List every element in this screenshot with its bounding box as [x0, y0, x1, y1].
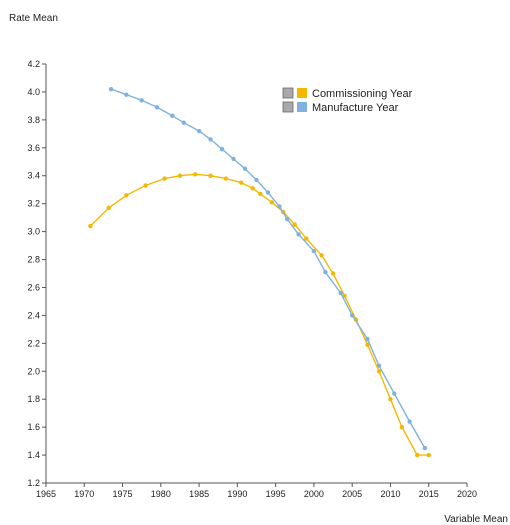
data-point-manufacture-year [349, 313, 355, 318]
data-point-manufacture-year [170, 113, 175, 118]
data-point-manufacture-year [284, 216, 290, 222]
data-point-manufacture-year [338, 290, 343, 296]
data-point-commissioning-year [376, 369, 382, 374]
x-tick-label: 2010 [380, 489, 400, 499]
series-manufacture-year [108, 86, 428, 451]
data-point-commissioning-year [399, 424, 405, 430]
data-point-commissioning-year [415, 452, 420, 458]
data-point-manufacture-year [323, 269, 328, 275]
series-line-commissioning-year [89, 173, 429, 456]
y-tick-label: 4.0 [27, 87, 40, 97]
y-tick-label: 2.6 [27, 282, 40, 292]
data-point-manufacture-year [242, 166, 248, 171]
y-tick-label: 3.8 [27, 115, 40, 125]
data-point-manufacture-year [231, 156, 236, 162]
data-point-manufacture-year [196, 128, 202, 134]
data-point-manufacture-year [139, 98, 144, 103]
series-commissioning-year [88, 172, 431, 458]
legend-toggle-box [282, 101, 294, 113]
data-point-manufacture-year [124, 92, 129, 97]
y-tick-label: 3.0 [27, 227, 40, 237]
legend-toggle-box [282, 87, 294, 99]
data-point-commissioning-year [208, 173, 213, 178]
legend-swatch [297, 88, 307, 98]
data-point-manufacture-year [154, 105, 160, 110]
data-point-commissioning-year [426, 452, 431, 458]
y-tick-label: 4.2 [27, 59, 40, 69]
y-tick-label: 2.0 [27, 366, 40, 376]
x-tick-label: 1990 [227, 489, 247, 499]
x-tick-label: 1970 [74, 489, 94, 499]
x-tick-label: 1980 [151, 489, 171, 499]
legend-item-commissioning-year: Commissioning Year [282, 87, 413, 100]
y-tick-label: 1.4 [27, 450, 40, 460]
x-tick-label: 2020 [457, 489, 477, 499]
y-axis-title: Rate Mean [9, 13, 58, 24]
data-point-manufacture-year [108, 86, 114, 92]
data-point-commissioning-year [238, 180, 244, 185]
data-point-commissioning-year [304, 236, 309, 241]
y-tick-label: 1.8 [27, 394, 40, 404]
data-point-manufacture-year [365, 336, 370, 342]
x-axis-title: Variable Mean [444, 514, 508, 525]
data-point-commissioning-year [330, 271, 336, 276]
data-point-manufacture-year [392, 391, 397, 396]
legend-item-manufacture-year: Manufacture Year [282, 101, 399, 114]
x-tick-label: 1965 [36, 489, 56, 499]
x-tick-label: 2000 [304, 489, 324, 499]
series-layer [88, 86, 431, 458]
y-tick-label: 3.2 [27, 199, 40, 209]
x-tick-label: 2015 [419, 489, 439, 499]
data-point-commissioning-year [319, 253, 324, 258]
data-point-commissioning-year [88, 223, 93, 229]
data-point-commissioning-year [388, 397, 393, 402]
data-point-manufacture-year [376, 363, 382, 368]
data-point-manufacture-year [422, 445, 428, 451]
data-point-commissioning-year [250, 186, 255, 191]
x-tick-label: 1995 [266, 489, 286, 499]
x-tick-label: 2005 [342, 489, 362, 499]
series-line-manufacture-year [110, 88, 426, 449]
y-tick-label: 2.4 [27, 310, 40, 320]
axes: 1965 1970 1975 1980 1985 1990 1995 2000 2005 2010… [27, 59, 477, 499]
data-point-manufacture-year [407, 419, 412, 424]
legend-label: Manufacture Year [312, 102, 399, 114]
x-tick-label: 1985 [189, 489, 209, 499]
data-point-commissioning-year [258, 191, 263, 197]
data-point-commissioning-year [193, 172, 198, 177]
data-point-manufacture-year [296, 232, 301, 237]
y-tick-label: 3.4 [27, 171, 40, 181]
data-point-manufacture-year [311, 248, 317, 254]
legend-label: Commissioning Year [312, 88, 413, 100]
legend-swatch [297, 102, 307, 112]
data-point-commissioning-year [106, 205, 111, 211]
data-point-manufacture-year [277, 204, 282, 209]
y-tick-label: 1.2 [27, 478, 40, 488]
data-point-commissioning-year [365, 342, 370, 347]
data-point-manufacture-year [254, 177, 259, 183]
y-tick-label: 3.6 [27, 143, 40, 153]
data-point-commissioning-year [124, 193, 129, 198]
data-point-commissioning-year [143, 183, 148, 188]
data-point-commissioning-year [177, 173, 183, 178]
y-tick-label: 1.6 [27, 422, 40, 432]
data-point-commissioning-year [269, 200, 275, 205]
legend: Commissioning Year Manufacture Year [282, 87, 413, 114]
data-point-commissioning-year [162, 176, 167, 181]
data-point-manufacture-year [265, 190, 271, 195]
data-point-commissioning-year [223, 176, 229, 181]
data-point-manufacture-year [181, 120, 186, 125]
x-tick-label: 1975 [113, 489, 133, 499]
data-point-manufacture-year [208, 137, 213, 142]
data-point-commissioning-year [292, 222, 297, 227]
data-point-manufacture-year [219, 146, 225, 152]
y-tick-label: 2.8 [27, 255, 40, 265]
y-tick-label: 2.2 [27, 338, 40, 348]
